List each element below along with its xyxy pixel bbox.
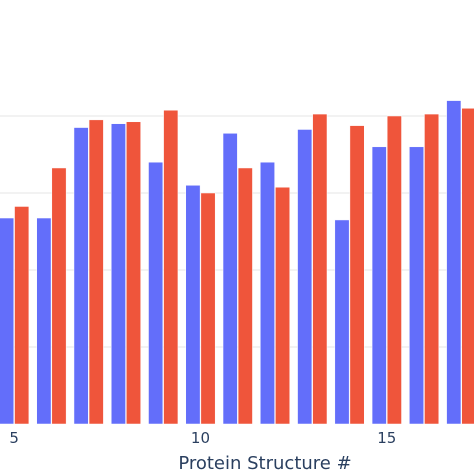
bar (36, 217, 52, 425)
bar (371, 146, 387, 425)
bar (163, 109, 179, 425)
bar (334, 219, 350, 425)
bar (73, 127, 89, 425)
bar (51, 167, 67, 425)
bar (312, 113, 328, 425)
x-tick-labels: 5 10 15 (9, 429, 396, 447)
bar (88, 119, 104, 425)
bar (222, 133, 238, 425)
bar (349, 125, 365, 425)
x-tick-label: 10 (191, 429, 210, 447)
bar (260, 161, 275, 425)
bar-series (0, 100, 474, 425)
bar (14, 206, 30, 425)
bar (0, 217, 15, 425)
x-axis-title: Protein Structure # (178, 453, 351, 474)
x-tick-label: 5 (9, 429, 19, 447)
bar (126, 121, 141, 425)
bar (424, 113, 440, 425)
bar (446, 100, 462, 425)
bar (110, 123, 126, 425)
bar (185, 185, 201, 425)
bar (275, 186, 290, 425)
bar (200, 192, 216, 425)
bar (386, 115, 402, 425)
bar (237, 167, 253, 425)
bar (148, 161, 164, 425)
bar (297, 129, 313, 425)
bar (409, 146, 424, 425)
bar (461, 108, 474, 425)
x-tick-label: 15 (377, 429, 396, 447)
